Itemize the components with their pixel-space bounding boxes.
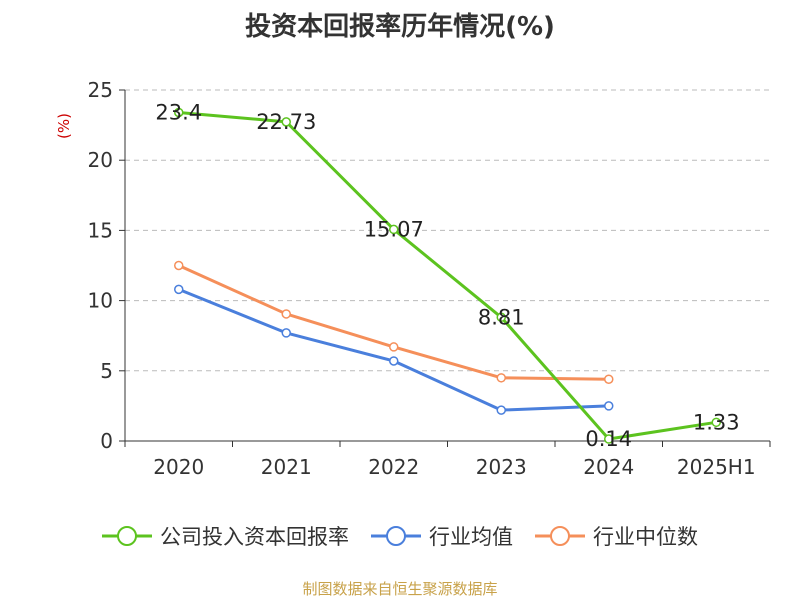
data-label: 8.81 <box>478 305 525 329</box>
data-label: 1.33 <box>693 410 740 434</box>
axes: 0 5 10 15 20 25 (%) 2020 2021 2022 2023 2024 2025H1 <box>55 78 771 479</box>
data-point <box>389 356 399 366</box>
series-line <box>178 110 717 441</box>
y-tick-label: 0 <box>100 429 113 453</box>
data-point <box>604 401 614 411</box>
legend-label: 行业均值 <box>429 525 513 549</box>
y-tick-label: 20 <box>88 148 113 172</box>
legend: 公司投入资本回报率 行业均值 行业中位数 <box>102 525 698 549</box>
grid-lines <box>125 89 770 372</box>
data-point <box>711 417 721 428</box>
y-tick-label: 5 <box>100 359 113 383</box>
x-tick-label: 2022 <box>368 455 419 479</box>
x-tick-label: 2025H1 <box>677 455 756 479</box>
data-point <box>174 260 184 271</box>
y-tick-label: 25 <box>88 78 113 102</box>
series-lines <box>174 107 721 444</box>
source-note: 制图数据来自恒生聚源数据库 <box>302 580 498 598</box>
data-point <box>174 284 184 295</box>
data-point <box>281 328 291 338</box>
chart-title: 投资本回报率历年情况(%) <box>245 12 555 42</box>
legend-item[interactable]: 公司投入资本回报率 <box>102 525 349 549</box>
legend-item[interactable]: 行业均值 <box>371 525 513 549</box>
x-tick-label: 2020 <box>153 455 204 479</box>
data-label: 0.14 <box>585 427 632 451</box>
legend-item[interactable]: 行业中位数 <box>535 525 698 549</box>
legend-label: 行业中位数 <box>593 525 698 549</box>
legend-marker-icon <box>386 526 406 546</box>
data-point <box>174 107 184 118</box>
legend-marker-icon <box>117 526 137 546</box>
data-point <box>496 312 506 323</box>
x-tick-label: 2024 <box>583 455 634 479</box>
data-point <box>389 342 399 352</box>
y-tick-label: 10 <box>88 289 113 313</box>
legend-label: 公司投入资本回报率 <box>160 525 349 549</box>
y-tick-label: 15 <box>88 218 113 242</box>
data-labels: 23.4 22.73 15.07 8.81 0.14 1.33 <box>155 100 739 451</box>
data-label: 15.07 <box>364 217 424 241</box>
data-label: 23.4 <box>155 100 202 124</box>
y-axis-label: (%) <box>55 113 73 139</box>
x-tick-label: 2023 <box>476 455 527 479</box>
data-point <box>389 224 399 235</box>
x-tick-label: 2021 <box>261 455 312 479</box>
data-point <box>281 117 291 127</box>
data-point <box>281 309 291 319</box>
data-point <box>604 374 614 384</box>
legend-marker-icon <box>550 526 570 546</box>
data-label: 22.73 <box>256 110 316 134</box>
data-point <box>496 405 506 415</box>
data-point <box>604 434 614 444</box>
data-point <box>496 373 506 383</box>
